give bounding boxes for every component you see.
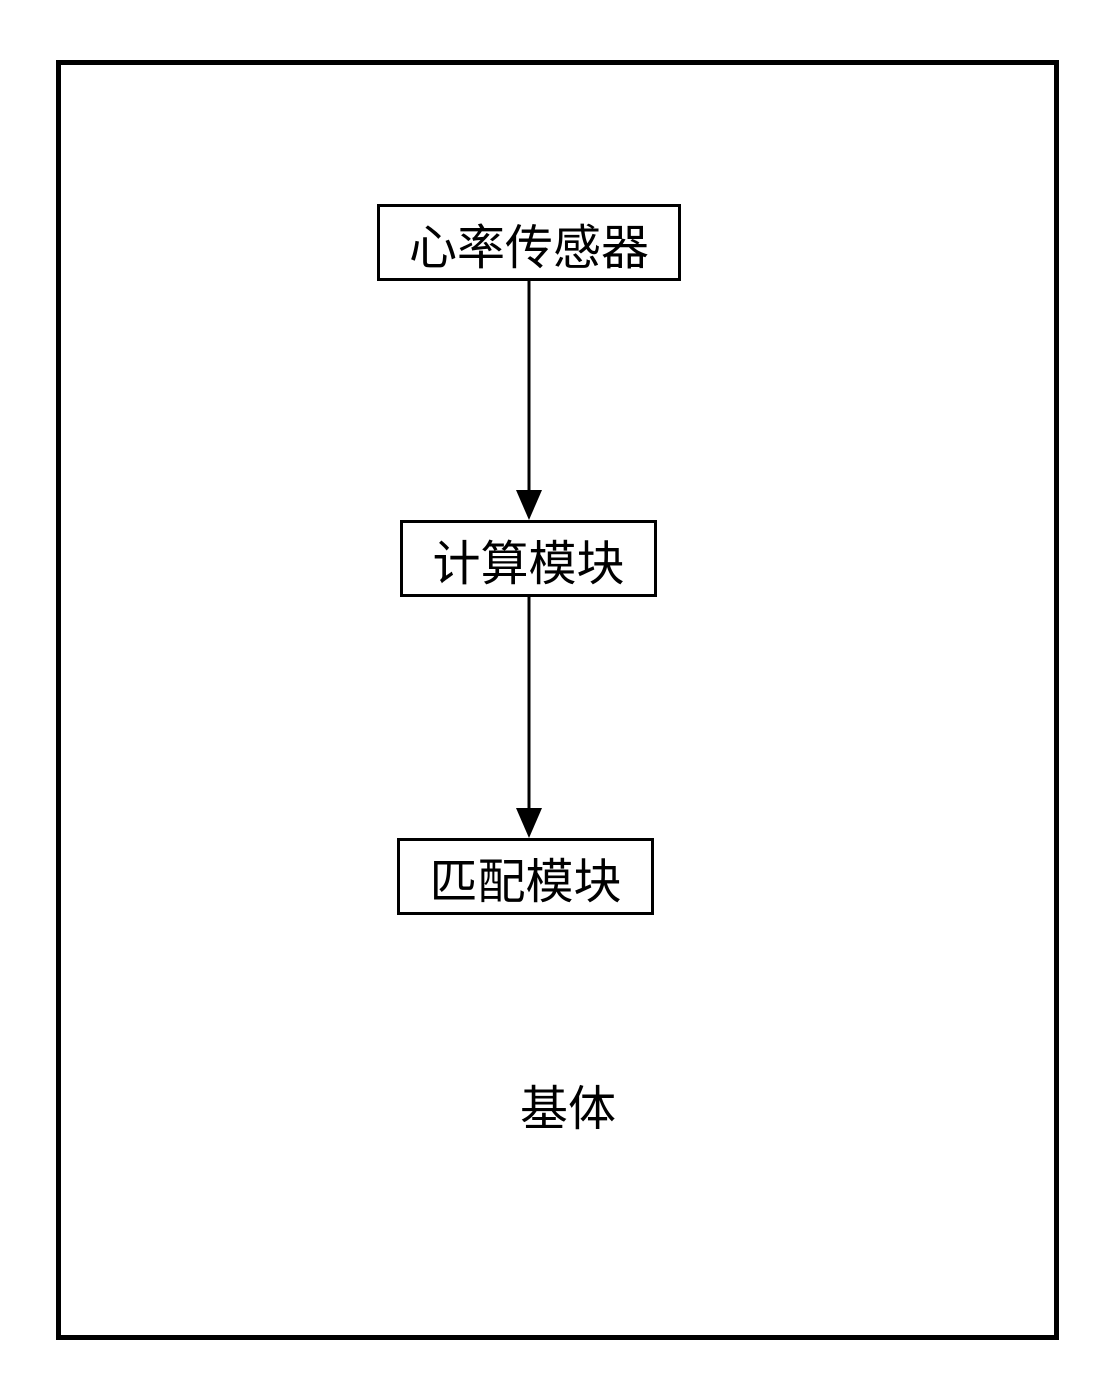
edges-layer <box>0 0 1115 1387</box>
diagram-canvas: 基体 心率传感器 计算模块 匹配模块 <box>0 0 1115 1387</box>
